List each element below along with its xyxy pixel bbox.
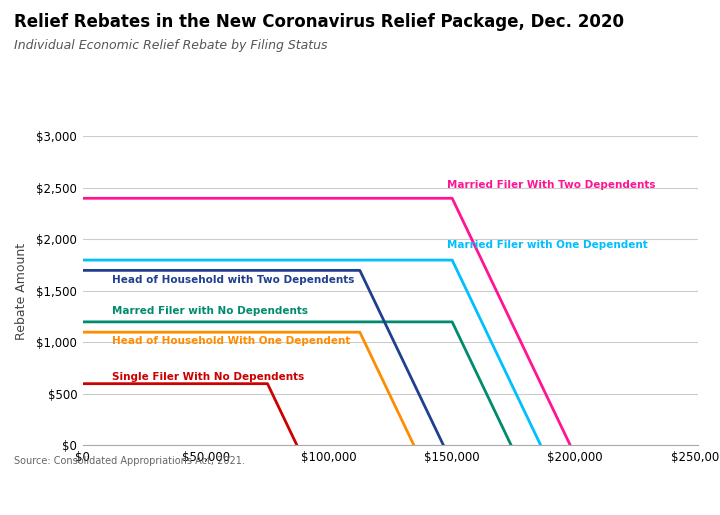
Text: TAX FOUNDATION: TAX FOUNDATION	[11, 489, 149, 504]
Text: Married Filer With Two Dependents: Married Filer With Two Dependents	[447, 180, 656, 190]
Text: Single Filer With No Dependents: Single Filer With No Dependents	[112, 372, 305, 383]
Y-axis label: Rebate Amount: Rebate Amount	[15, 243, 28, 339]
Text: @TaxFoundation: @TaxFoundation	[606, 490, 709, 503]
Text: Source: Consolidated Appropriations Act, 2021.: Source: Consolidated Appropriations Act,…	[14, 456, 246, 466]
Text: Relief Rebates in the New Coronavirus Relief Package, Dec. 2020: Relief Rebates in the New Coronavirus Re…	[14, 13, 624, 31]
Text: Individual Economic Relief Rebate by Filing Status: Individual Economic Relief Rebate by Fil…	[14, 39, 328, 52]
Text: Head of Household With One Dependent: Head of Household With One Dependent	[112, 336, 351, 347]
Text: Married Filer with One Dependent: Married Filer with One Dependent	[447, 239, 648, 250]
Text: Head of Household with Two Dependents: Head of Household with Two Dependents	[112, 274, 355, 285]
Text: Marred Filer with No Dependents: Marred Filer with No Dependents	[112, 305, 308, 316]
